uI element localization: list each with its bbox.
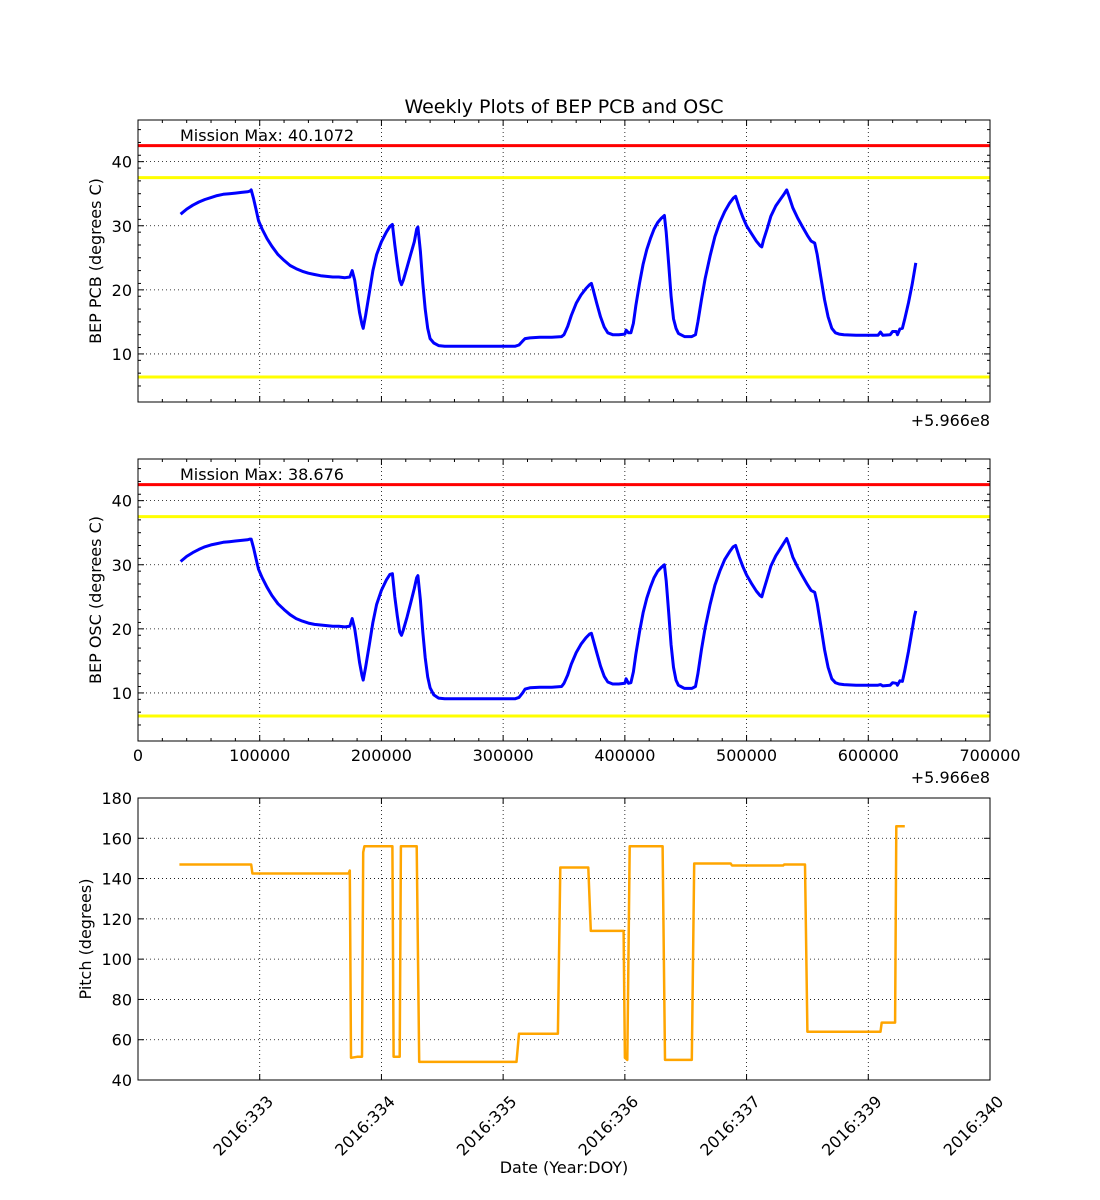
pitch-plot-frame [137,797,991,1081]
osc-x-tick-label: 500000 [716,746,777,765]
pcb-series-line [179,188,918,348]
pitch-series-line [179,824,905,1064]
osc-plot-frame [137,458,991,742]
pitch-x-tick-label: 2016:336 [575,1092,643,1160]
pitch-x-tick-label: 2016:339 [818,1092,886,1160]
pitch-x-tick-label: 2016:337 [696,1092,764,1160]
osc-x-tick-label: 400000 [594,746,655,765]
pcb-x-offset-label: +5.966e8 [911,411,990,430]
osc-y-axis-label: BEP OSC (degrees C) [86,516,105,684]
osc-series-line [179,537,918,701]
pcb-mission-max-annotation: Mission Max: 40.1072 [180,126,354,145]
pitch-panel: 2016:333 2016:334 2016:335 2016:336 2016:337… [76,789,1007,1177]
pcb-y-axis-label: BEP PCB (degrees C) [86,178,105,344]
pcb-y-tick-label: 10 [112,345,132,364]
pitch-y-tick-label: 100 [101,950,132,969]
osc-mission-max-annotation: Mission Max: 38.676 [180,465,344,484]
pitch-y-tick-label: 160 [101,829,132,848]
pcb-y-tick-label: 40 [112,153,132,172]
pitch-y-tick-label: 180 [101,789,132,808]
osc-x-tick-label: 600000 [838,746,899,765]
pitch-y-tick-label: 80 [112,990,132,1009]
pitch-y-tick-label: 120 [101,910,132,929]
osc-y-tick-label: 20 [112,620,132,639]
osc-y-tick-label: 40 [112,492,132,511]
pitch-x-tick-label: 2016:333 [209,1092,277,1160]
pitch-x-axis-label: Date (Year:DOY) [500,1158,629,1177]
osc-x-offset-label: +5.966e8 [911,768,990,787]
pitch-y-axis-label: Pitch (degrees) [76,879,95,1000]
pcb-y-tick-label: 30 [112,217,132,236]
chart-title: Weekly Plots of BEP PCB and OSC [404,96,723,118]
osc-x-tick-label: 200000 [351,746,412,765]
osc-x-tick-label: 300000 [473,746,534,765]
pcb-y-tick-label: 20 [112,281,132,300]
pitch-x-tick-label: 2016:334 [331,1092,399,1160]
osc-x-tick-label: 700000 [959,746,1020,765]
osc-panel: 0 100000 200000 300000 400000 500000 600000 700… [86,458,1021,787]
pitch-y-tick-label: 40 [112,1071,132,1090]
osc-y-tick-label: 30 [112,556,132,575]
pitch-x-tick-label: 2016:335 [453,1092,521,1160]
osc-y-tick-label: 10 [112,684,132,703]
pitch-y-tick-label: 140 [101,870,132,889]
pitch-x-tick-label: 2016:340 [940,1092,1008,1160]
osc-x-tick-label: 100000 [229,746,290,765]
osc-x-tick-label: 0 [133,746,143,765]
pcb-panel: 10 20 30 40 Mission Max: 40.1072 BEP PCB (d… [86,119,991,430]
pitch-y-tick-label: 60 [112,1031,132,1050]
pcb-plot-frame [137,119,991,403]
